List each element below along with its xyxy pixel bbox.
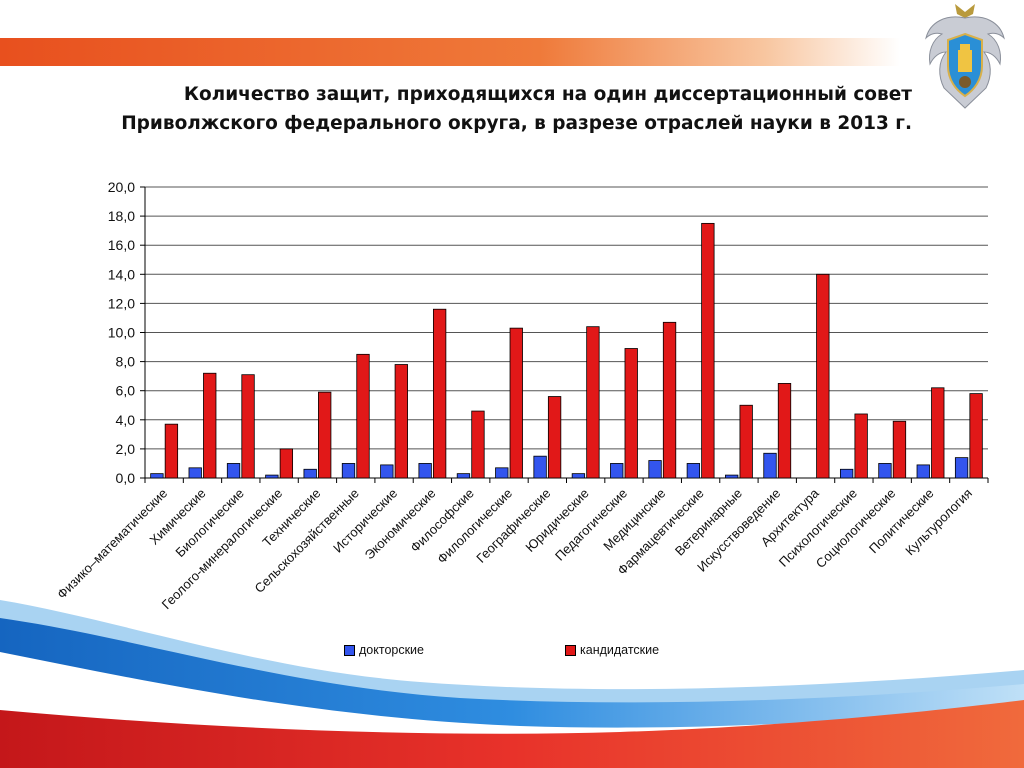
bar-doctoral [533,455,547,479]
bar-candidate [624,348,638,479]
bar-doctoral [495,467,509,479]
bar-candidate [892,420,907,479]
bar-candidate [394,364,408,479]
bar-candidate [356,353,370,479]
bar-doctoral [725,474,739,479]
legend-item-candidate: кандидатские [565,643,659,657]
bar-doctoral [265,474,279,479]
legend-label-doctoral: докторские [359,643,424,657]
y-tick-label: 0,0 [116,470,136,486]
bar-doctoral [456,473,471,479]
x-tick-label: Биологические [172,486,247,561]
bar-doctoral [686,463,701,479]
y-tick-label: 12,0 [108,295,135,311]
y-tick-label: 18,0 [108,208,135,224]
y-tick-label: 2,0 [116,441,136,457]
bar-doctoral [188,467,202,479]
x-tick-label: Культурология [902,486,975,559]
chart: 0,02,04,06,08,010,012,014,016,018,020,0 … [54,179,989,612]
bar-candidate [739,404,753,479]
bar-candidate [969,393,983,479]
bar-doctoral [571,473,586,479]
bar-candidate [509,327,523,479]
legend-item-doctoral: докторские [344,643,424,657]
bar-doctoral [648,460,662,479]
title-line-1: Количество защит, приходящихся на один д… [183,84,912,105]
legend-label-candidate: кандидатские [580,643,660,657]
bar-doctoral [341,463,356,479]
y-tick-label: 20,0 [108,179,135,195]
x-tick-label: Ветеринарные [672,486,745,559]
bar-doctoral [916,464,930,479]
bar-doctoral [226,463,241,479]
bar-candidate [777,383,792,479]
legend-swatch-candidate [565,644,576,656]
bar-candidate [241,374,255,479]
bar-doctoral [150,473,164,479]
coat-of-arms-emblem [925,4,1005,109]
y-tick-label: 6,0 [116,383,136,399]
bar-candidate [164,423,179,479]
bar-doctoral [610,463,624,479]
gridlines [145,186,988,479]
bar-doctoral [418,463,432,479]
bar-doctoral [954,457,969,479]
bar-candidate [279,448,294,479]
bar-doctoral [763,452,777,479]
bar-doctoral [878,463,892,479]
bar-doctoral [839,468,854,479]
decorative-top-stripe [0,38,900,66]
bar-candidate [547,396,562,479]
bar-candidate [471,410,485,479]
bar-candidate [318,391,332,479]
y-axis: 0,0 2,0 4,0 6,0 8,0 10,0 12,0 14,0 16,0 18,0 20,0 [108,179,989,486]
bar-candidate [662,321,677,479]
bar-candidate [931,387,945,479]
bars [150,222,983,479]
bar-doctoral [380,464,394,479]
bar-candidate [854,413,868,479]
bar-candidate [432,308,447,479]
title-line-2: Приволжского федерального округа, в разр… [121,113,912,134]
bar-candidate [701,222,715,479]
x-axis-labels: Физико–математическиеХимическиеБиологиче… [54,485,975,612]
y-tick-label: 16,0 [108,237,135,253]
decorative-bottom-waves [0,600,1024,768]
bar-candidate [816,273,830,479]
y-tick-label: 14,0 [108,266,135,282]
y-tick-label: 8,0 [116,354,136,370]
y-tick-label: 10,0 [108,325,135,341]
bar-candidate [203,372,217,479]
slide-title: Количество защит, приходящихся на один д… [60,80,912,138]
y-tick-label: 4,0 [116,412,136,428]
bar-candidate [586,326,600,479]
bar-doctoral [303,468,317,479]
legend-swatch-doctoral [344,644,355,656]
